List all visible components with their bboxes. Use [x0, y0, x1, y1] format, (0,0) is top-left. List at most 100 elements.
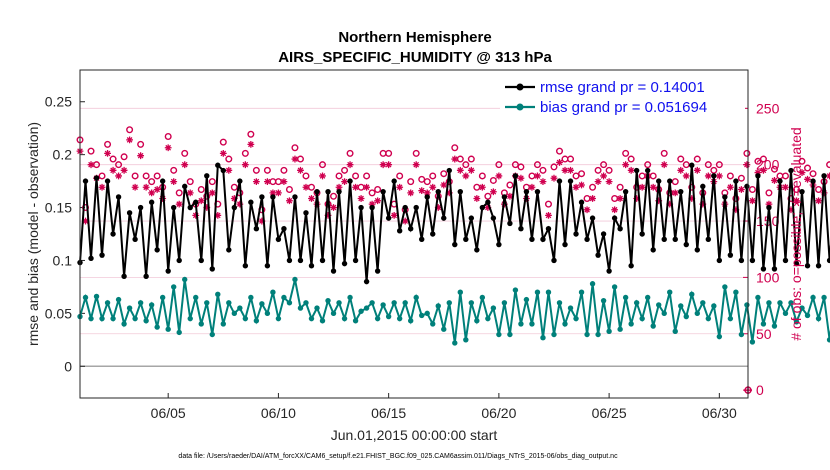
- obs-evaluated-point: [275, 189, 282, 197]
- rmse-point: [88, 255, 94, 262]
- obs-possible-point: [181, 149, 189, 157]
- bias-point: [253, 318, 260, 324]
- obs-possible-point: [511, 161, 519, 169]
- bias-point: [193, 294, 199, 301]
- bias-point: [667, 289, 673, 295]
- rmse-point: [452, 241, 458, 248]
- bias-point: [413, 294, 419, 301]
- y2-tick-label: 0: [756, 382, 764, 398]
- bias-point: [369, 300, 375, 306]
- obs-possible-point: [770, 165, 778, 173]
- obs-possible-point: [197, 185, 205, 193]
- obs-evaluated-point: [159, 195, 167, 202]
- obs-possible-point: [285, 185, 293, 193]
- rmse-point: [259, 194, 265, 200]
- bias-point: [137, 300, 144, 306]
- obs-evaluated-point: [142, 183, 150, 191]
- rmse-point: [793, 260, 800, 267]
- rmse-point: [148, 199, 155, 205]
- obs-evaluated-point: [170, 178, 178, 185]
- obs-possible-point: [798, 157, 806, 165]
- rmse-point: [143, 273, 149, 280]
- bias-point: [722, 284, 728, 290]
- obs-possible-point: [219, 138, 227, 146]
- bias-point: [380, 302, 386, 308]
- rmse-point: [270, 194, 276, 200]
- obs-possible-point: [793, 185, 801, 193]
- bias-point: [385, 313, 392, 320]
- rmse-point: [788, 167, 794, 174]
- bias-point: [771, 323, 778, 329]
- obs-possible-point: [682, 161, 690, 169]
- bias-point: [628, 321, 634, 327]
- obs-possible-point: [429, 172, 437, 180]
- obs-possible-point: [489, 176, 497, 184]
- bias-point: [799, 305, 805, 311]
- bias-point: [534, 289, 541, 295]
- rmse-point: [468, 215, 475, 221]
- bias-point: [562, 321, 568, 327]
- x-tick-label: 06/30: [702, 405, 737, 421]
- bias-point: [793, 319, 800, 325]
- bias-point: [259, 301, 265, 307]
- obs-possible-point: [627, 155, 635, 163]
- bias-point: [132, 315, 138, 322]
- obs-evaluated-point: [666, 200, 674, 208]
- bias-point: [407, 318, 414, 324]
- rmse-point: [204, 173, 210, 179]
- rmse-point: [622, 188, 629, 195]
- obs-possible-point: [418, 175, 426, 183]
- bias-point: [716, 333, 723, 340]
- bias-point: [529, 321, 535, 327]
- obs-evaluated-point: [671, 189, 679, 197]
- obs-possible-point: [451, 144, 459, 152]
- rmse-point: [363, 278, 370, 285]
- rmse-point: [93, 175, 100, 181]
- obs-possible-point: [280, 166, 288, 174]
- bias-point: [584, 331, 590, 338]
- rmse-point: [336, 188, 342, 195]
- rmse-point: [744, 183, 750, 190]
- rmse-point: [727, 252, 734, 258]
- obs-possible-point: [748, 185, 756, 193]
- bias-point: [523, 296, 530, 303]
- y2-tick-label: 50: [756, 326, 772, 342]
- bias-point: [121, 321, 127, 327]
- rmse-point: [716, 257, 723, 264]
- bias-point: [782, 310, 789, 317]
- obs-possible-point: [263, 166, 271, 174]
- bias-point: [815, 315, 822, 322]
- obs-possible-point: [104, 140, 112, 148]
- y-tick-label: 0.2: [53, 147, 73, 163]
- bias-point: [308, 315, 315, 322]
- obs-evaluated-point: [429, 183, 437, 191]
- bias-point: [672, 328, 678, 335]
- rmse-point: [633, 167, 640, 174]
- obs-evaluated-point: [704, 172, 712, 180]
- obs-evaluated-point: [478, 183, 486, 191]
- rmse-point: [617, 226, 623, 232]
- obs-possible-point: [567, 155, 575, 163]
- bias-point: [286, 300, 293, 306]
- obs-evaluated-point: [181, 161, 189, 169]
- obs-evaluated-point: [252, 178, 260, 185]
- bias-point: [446, 300, 452, 306]
- bias-point: [755, 294, 761, 301]
- obs-evaluated-point: [368, 200, 376, 208]
- obs-evaluated-point: [589, 195, 596, 202]
- rmse-point: [667, 178, 673, 184]
- obs-evaluated-point: [622, 161, 630, 169]
- obs-evaluated-point: [308, 195, 315, 202]
- obs-evaluated-point: [363, 183, 371, 191]
- obs-evaluated-point: [434, 204, 442, 211]
- bias-point: [336, 300, 342, 306]
- bias-point: [518, 321, 524, 327]
- obs-possible-point: [291, 144, 299, 152]
- rmse-point: [490, 215, 497, 221]
- obs-evaluated-point: [528, 183, 536, 191]
- obs-possible-point: [164, 133, 172, 141]
- rmse-point: [446, 167, 452, 174]
- bias-point: [352, 318, 359, 324]
- rmse-point: [132, 236, 138, 242]
- obs-evaluated-point: [699, 200, 707, 208]
